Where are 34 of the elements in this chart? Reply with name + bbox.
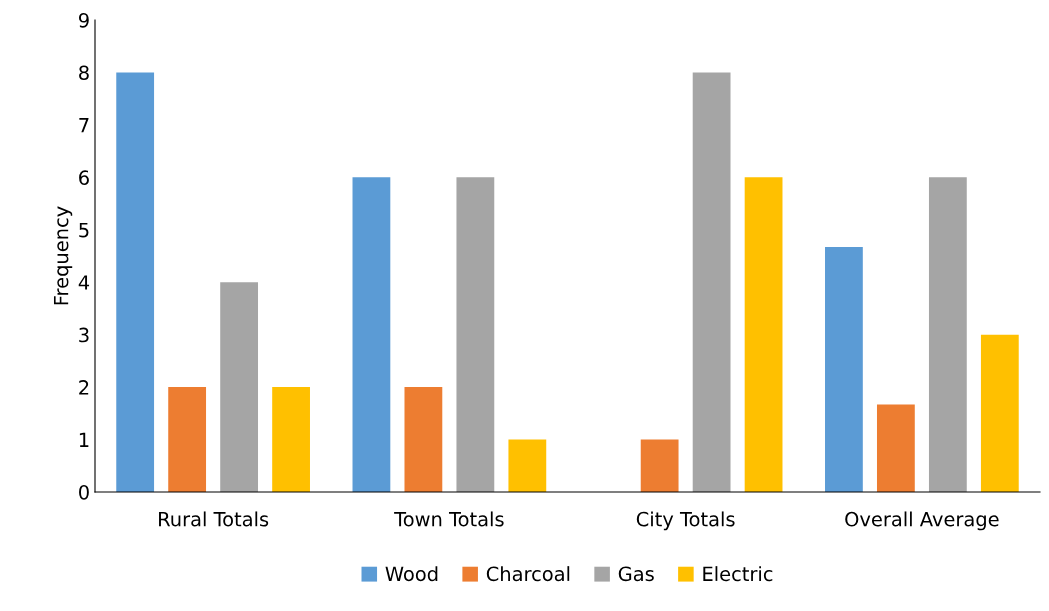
y-tick-label: 2 (79, 380, 89, 395)
y-tick-label: 9 (78, 12, 89, 28)
legend-label: Charcoal (486, 566, 570, 582)
x-tick-label: Rural Totals (159, 511, 269, 527)
y-tick-label: 8 (79, 65, 89, 81)
y-tick-label: 1 (79, 432, 89, 447)
y-tick-label: 3 (79, 327, 89, 343)
x-tick-label: Town Totals (394, 511, 504, 527)
bar (980, 334, 1019, 492)
bar (640, 439, 679, 492)
bar (744, 177, 783, 492)
legend-label: Wood (385, 566, 438, 582)
bar (928, 177, 967, 492)
bar (825, 247, 863, 492)
y-tick-label: 4 (78, 275, 90, 290)
bar (456, 177, 495, 492)
x-tick-label: Overall Average (845, 511, 999, 531)
legend-label: Gas (618, 566, 654, 582)
bar (352, 177, 391, 492)
bar (692, 72, 731, 492)
x-tick-label: City Totals (636, 511, 735, 531)
bar (404, 387, 443, 492)
y-tick-label: 6 (79, 170, 89, 185)
bar (220, 282, 259, 492)
bar (508, 439, 547, 492)
y-tick-label: 7 (79, 118, 89, 133)
y-tick-label: 5 (79, 222, 89, 238)
bar (876, 404, 915, 492)
bar (272, 387, 310, 492)
bar (116, 72, 155, 492)
y-tick-label: 0 (79, 484, 89, 500)
y-axis-title: Frequency (53, 206, 73, 305)
bar (168, 387, 207, 492)
legend-label: Electric (703, 566, 773, 582)
